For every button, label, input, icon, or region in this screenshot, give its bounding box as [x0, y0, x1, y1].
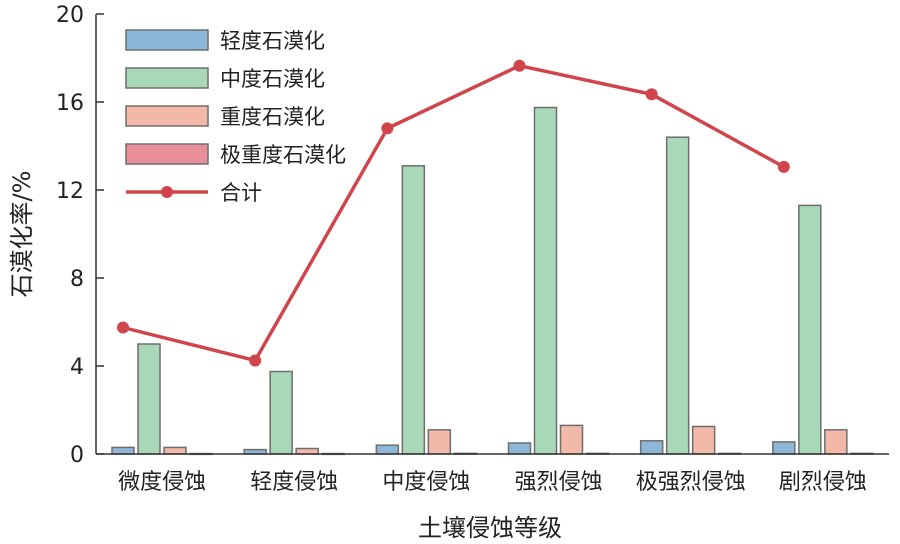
bar: [507, 442, 532, 455]
y-axis-title: 石漠化率/%: [8, 171, 36, 298]
x-axis-title: 土壤侵蚀等级: [418, 514, 562, 542]
x-tick-label: 剧烈侵蚀: [779, 470, 867, 495]
legend-swatch: [125, 143, 209, 165]
bar: [559, 424, 584, 455]
y-tick-label: 12: [56, 179, 84, 204]
legend-swatch: [125, 67, 209, 89]
line-point: [777, 160, 790, 173]
y-tick-label: 16: [56, 91, 84, 116]
legend-label: 轻度石漠化: [220, 29, 325, 53]
bar: [269, 370, 293, 455]
bar: [137, 343, 161, 455]
legend-swatch: [125, 105, 209, 127]
line-point: [513, 59, 526, 72]
bar: [295, 447, 319, 455]
y-tick-label: 8: [70, 267, 84, 292]
x-tick-label: 强烈侵蚀: [515, 470, 603, 495]
y-ticks: 0 4 8 12 16 20: [56, 3, 104, 468]
bar: [375, 444, 400, 455]
bar: [665, 136, 690, 455]
bar: [691, 425, 716, 455]
bar: [401, 165, 426, 455]
line-point: [645, 88, 658, 101]
line-point: [249, 354, 262, 367]
bar: [533, 106, 558, 455]
x-tick-label: 中度侵蚀: [382, 470, 470, 495]
legend-label: 极重度石漠化: [220, 143, 346, 167]
bar: [111, 446, 135, 455]
y-tick-label: 20: [56, 3, 84, 28]
x-tick-labels: 微度侵蚀 轻度侵蚀 中度侵蚀 强烈侵蚀 极强烈侵蚀 剧烈侵蚀: [118, 470, 867, 495]
legend-swatch: [125, 29, 209, 51]
x-tick-label: 轻度侵蚀: [250, 470, 338, 495]
legend-label: 重度石漠化: [220, 105, 325, 129]
series-line: [122, 63, 785, 363]
line-point: [117, 321, 129, 334]
legend-label: 合计: [220, 181, 262, 205]
legend-label: 中度石漠化: [220, 67, 325, 91]
bar: [163, 446, 187, 455]
bar: [427, 429, 452, 455]
bar: [824, 429, 848, 455]
bar: [772, 441, 796, 455]
plot-area: [111, 59, 874, 456]
x-tick-label: 极强烈侵蚀: [636, 470, 746, 495]
bar: [639, 440, 664, 455]
line-point: [381, 122, 394, 135]
y-tick-label: 4: [70, 355, 84, 380]
bar: [798, 204, 822, 455]
x-tick-label: 微度侵蚀: [118, 470, 206, 495]
legend-marker: [161, 186, 173, 198]
axes: [95, 14, 889, 455]
y-tick-label: 0: [70, 443, 84, 468]
